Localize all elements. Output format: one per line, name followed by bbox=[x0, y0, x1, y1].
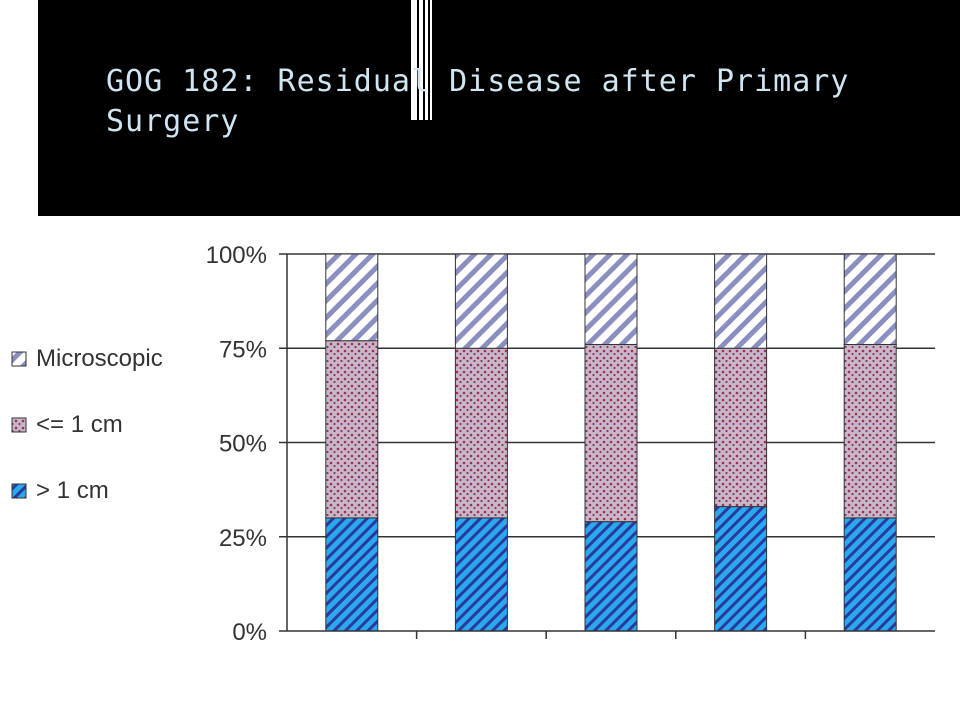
bar-segment-microscopic bbox=[325, 253, 379, 342]
stacked-bar-chart: 0% 25% 50% 75% 100% Microscopic <= 1 cm > 1 cm bbox=[11, 242, 935, 646]
chart-area: 0% 25% 50% 75% 100% Microscopic <= 1 cm > 1 cm bbox=[0, 216, 960, 720]
bar-segment-1-cm bbox=[714, 347, 768, 508]
bar-segment-1-cm bbox=[454, 517, 508, 632]
deco-line-4 bbox=[430, 0, 432, 120]
legend-label: <= 1 cm bbox=[36, 411, 123, 438]
deco-line-2 bbox=[419, 0, 423, 120]
bar-segment-microscopic bbox=[454, 253, 508, 349]
legend-swatch bbox=[11, 351, 27, 367]
legend-swatch bbox=[11, 483, 27, 499]
bar-segment-microscopic bbox=[714, 253, 768, 349]
slide-decoration bbox=[411, 0, 432, 120]
bars bbox=[325, 253, 897, 632]
y-tick-label: 25% bbox=[219, 525, 267, 552]
slide-title: GOG 182: Residual Disease after Primary … bbox=[106, 64, 869, 139]
legend-swatch bbox=[11, 417, 27, 433]
bar-segment-microscopic bbox=[584, 253, 638, 345]
bar-segment-1-cm bbox=[584, 521, 638, 632]
title-bar bbox=[38, 0, 960, 216]
deco-line-1 bbox=[411, 0, 417, 120]
title-accent-strip bbox=[0, 0, 38, 216]
bar-segment-1-cm bbox=[454, 347, 508, 519]
decorative-lines bbox=[411, 0, 432, 120]
bar-segment-1-cm bbox=[325, 517, 379, 632]
y-tick-label: 50% bbox=[219, 431, 267, 458]
bar-segment-1-cm bbox=[714, 506, 768, 632]
bar-segment-microscopic bbox=[843, 253, 897, 345]
y-tick-label: 0% bbox=[232, 619, 267, 646]
bar-segment-1-cm bbox=[584, 343, 638, 523]
legend: Microscopic <= 1 cm > 1 cm bbox=[11, 345, 163, 504]
legend-label: > 1 cm bbox=[36, 477, 109, 504]
y-tick-labels: 0% 25% 50% 75% 100% bbox=[206, 242, 287, 646]
y-tick-label: 100% bbox=[206, 242, 267, 269]
bar-segment-1-cm bbox=[325, 340, 379, 519]
legend-label: Microscopic bbox=[36, 345, 163, 372]
y-tick-label: 75% bbox=[219, 336, 267, 363]
deco-line-3 bbox=[425, 0, 428, 120]
bar-segment-1-cm bbox=[843, 343, 897, 519]
bar-segment-1-cm bbox=[843, 517, 897, 632]
